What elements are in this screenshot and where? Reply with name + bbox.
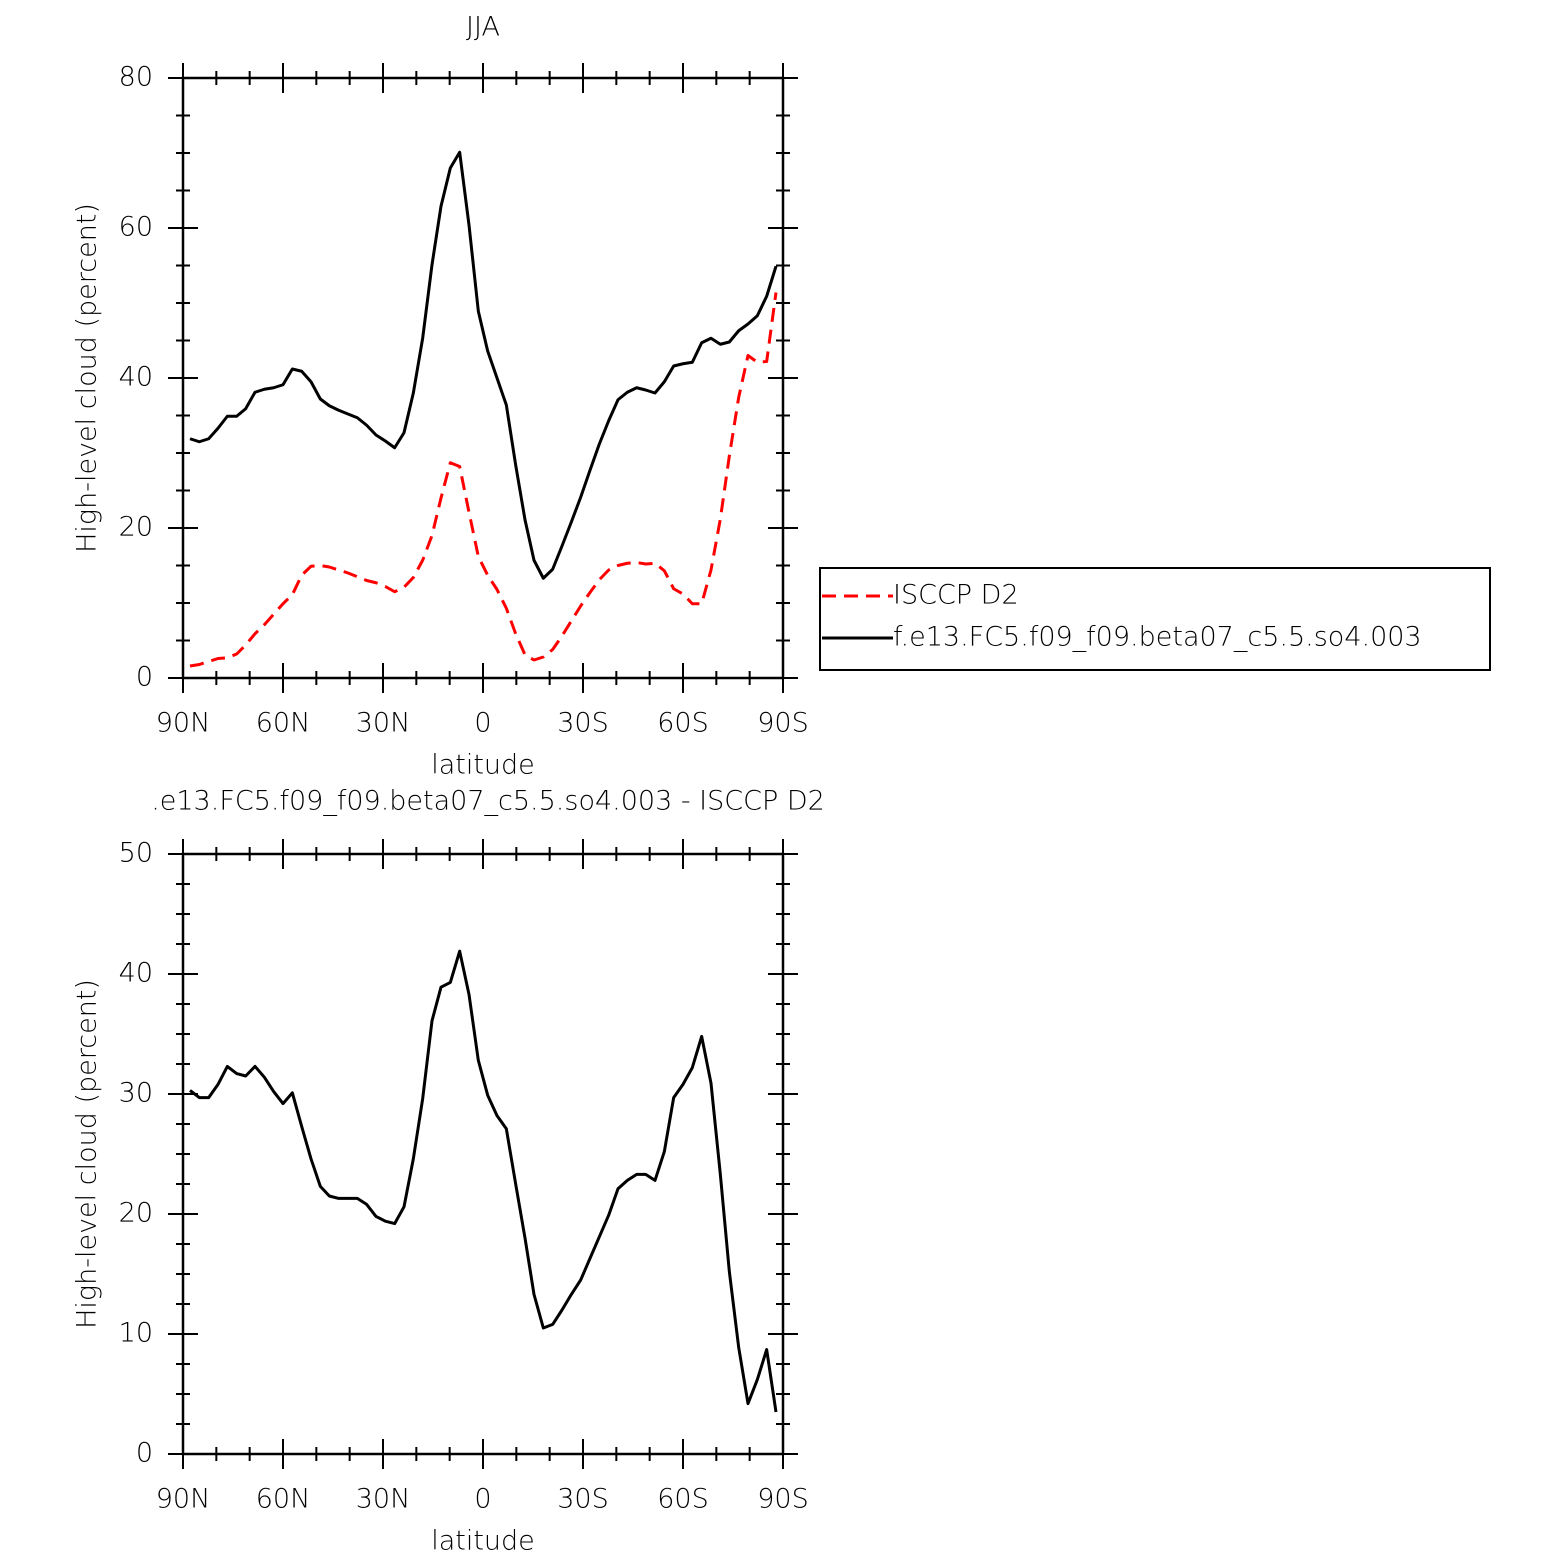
series-line <box>189 150 778 580</box>
x-tick-label: 30N <box>356 1484 411 1515</box>
y-tick-label: 50 <box>119 838 153 869</box>
y-tick-label: 20 <box>119 1198 153 1229</box>
x-tick-label: 60N <box>256 708 311 739</box>
y-tick-label: 10 <box>119 1318 153 1349</box>
x-tick-label: 60S <box>657 708 709 739</box>
y-tick-label: 60 <box>119 212 153 243</box>
x-tick-label: 90N <box>156 708 211 739</box>
x-tick-label: 60N <box>256 1484 311 1515</box>
plot-frame <box>181 76 785 680</box>
y-tick-label: 20 <box>119 512 153 543</box>
y-axis-label: High-level cloud (percent) <box>72 979 103 1329</box>
y-tick-label: 40 <box>119 362 153 393</box>
series-line <box>189 949 778 1413</box>
y-tick-label: 0 <box>136 662 153 693</box>
y-tick-label: 30 <box>119 1078 153 1109</box>
legend-box <box>819 567 1491 671</box>
plot-frame <box>181 852 785 1456</box>
x-axis-label: latitude <box>431 1526 535 1557</box>
legend-label: ISCCP D2 <box>893 580 1019 611</box>
series-line <box>189 292 778 668</box>
chart-title: JJA <box>466 12 500 43</box>
y-tick-label: 80 <box>119 62 153 93</box>
x-tick-label: 30S <box>557 1484 609 1515</box>
x-tick-label: 0 <box>474 1484 491 1515</box>
x-tick-label: 0 <box>474 708 491 739</box>
y-axis-label: High-level cloud (percent) <box>72 203 103 553</box>
y-tick-label: 0 <box>136 1438 153 1469</box>
x-tick-label: 60S <box>657 1484 709 1515</box>
x-tick-label: 30S <box>557 708 609 739</box>
x-tick-label: 30N <box>356 708 411 739</box>
x-tick-label: 90S <box>757 708 809 739</box>
chart-title: .e13.FC5.f09_f09.beta07_c5.5.so4.003 - I… <box>151 786 825 817</box>
x-tick-label: 90N <box>156 1484 211 1515</box>
legend-label: f.e13.FC5.f09_f09.beta07_c5.5.so4.003 <box>893 622 1422 653</box>
y-tick-label: 40 <box>119 958 153 989</box>
x-tick-label: 90S <box>757 1484 809 1515</box>
x-axis-label: latitude <box>431 750 535 781</box>
